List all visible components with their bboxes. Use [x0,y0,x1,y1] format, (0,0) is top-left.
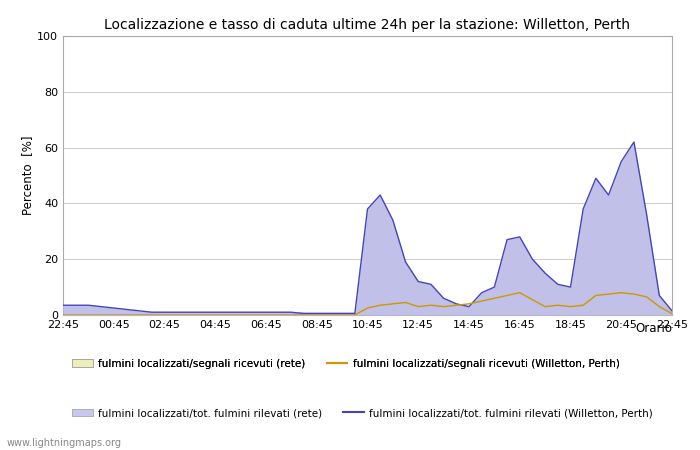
Y-axis label: Percento  [%]: Percento [%] [22,136,34,215]
Legend: fulmini localizzati/segnali ricevuti (rete), fulmini localizzati/segnali ricevut: fulmini localizzati/segnali ricevuti (re… [68,355,624,373]
Text: www.lightningmaps.org: www.lightningmaps.org [7,437,122,447]
Legend: fulmini localizzati/tot. fulmini rilevati (rete), fulmini localizzati/tot. fulmi: fulmini localizzati/tot. fulmini rilevat… [68,404,657,422]
Text: Orario: Orario [635,322,672,335]
Title: Localizzazione e tasso di caduta ultime 24h per la stazione: Willetton, Perth: Localizzazione e tasso di caduta ultime … [104,18,631,32]
